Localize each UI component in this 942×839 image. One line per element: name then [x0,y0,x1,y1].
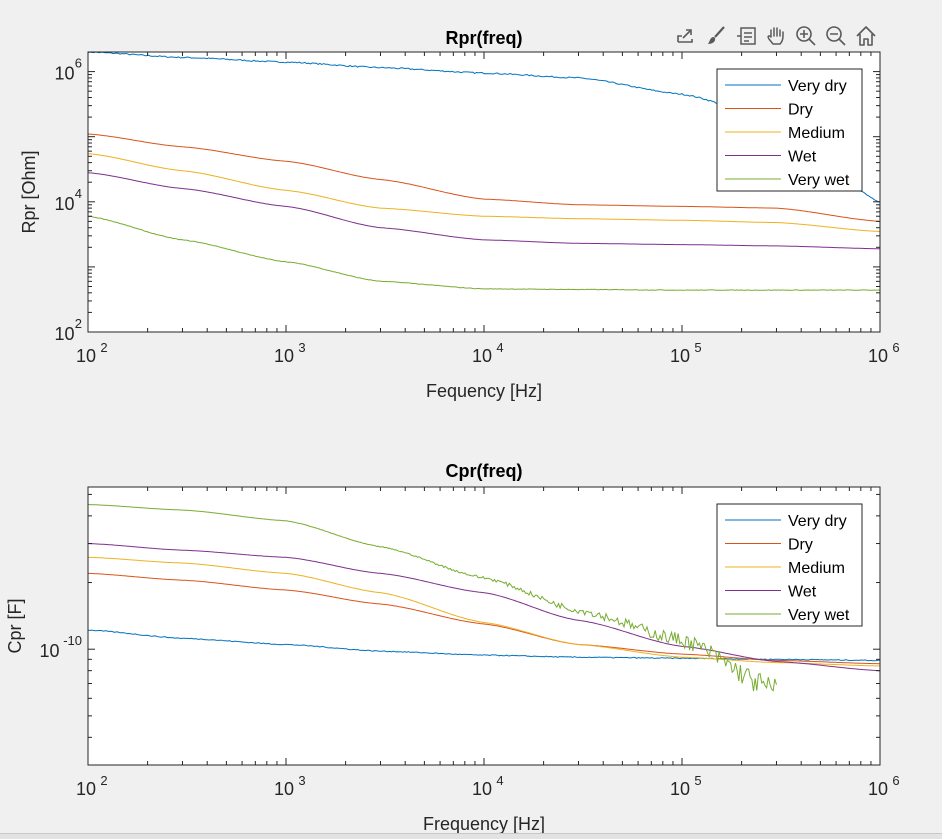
zoom-in-icon [796,26,816,46]
x-tick-label-exponent: 4 [496,773,503,788]
cpr-legend: Very dry Dry Medium Wet Very wet [716,503,863,627]
home-button[interactable] [852,22,880,50]
series-line-wet [87,543,881,672]
y-tick-label: 10 [54,324,74,344]
legend-entry: Medium [788,560,845,577]
series-line-very-wet [88,216,881,291]
x-tick-label-exponent: 6 [892,340,899,355]
x-tick-label: 10 [472,779,492,799]
rpr-ylabel: Rpr [Ohm] [19,150,39,233]
zoom-in-button[interactable] [792,22,820,50]
y-tick-label-exponent: -10 [63,633,82,648]
y-tick-label: 10 [39,641,59,661]
y-tick-label: 10 [54,64,74,84]
x-tick-label-exponent: 6 [892,773,899,788]
x-tick-label-exponent: 2 [100,773,107,788]
x-tick-label-exponent: 4 [496,340,503,355]
brush-icon [708,26,725,44]
export-button[interactable] [672,22,700,50]
legend-entry: Dry [788,537,813,554]
legend-entry: Very dry [788,78,847,95]
series-line-dry [88,572,880,665]
cpr-ylabel: Cpr [F] [5,598,25,653]
legend-entry: Very dry [788,513,847,530]
legend-entry: Very wet [788,607,850,624]
rpr-xlabel: Fequency [Hz] [426,381,542,401]
x-tick-label: 10 [76,346,96,366]
cpr-title: Cpr(freq) [446,461,523,481]
y-tick-label-exponent: 6 [75,56,82,71]
cpr-xlabel: Frequency [Hz] [423,814,545,834]
figure-bottom-edge [0,833,942,839]
x-tick-label: 10 [472,346,492,366]
legend-entry: Dry [788,102,813,119]
axes-toolbar [672,22,880,50]
x-tick-label: 10 [274,346,294,366]
legend-entry: Wet [788,149,817,166]
series-line-wet [87,172,881,250]
pan-hand-icon [767,27,784,45]
rpr-legend: Very dry Dry Medium Wet Very wet [716,68,863,192]
series-line-very-wet [87,504,777,692]
legend-entry: Very wet [788,172,850,189]
y-tick-label-exponent: 4 [75,186,82,201]
rpr-title: Rpr(freq) [446,28,523,48]
export-icon [677,29,693,43]
x-tick-label: 10 [868,779,888,799]
datatip-icon [737,27,756,45]
x-tick-label: 10 [868,346,888,366]
cpr-axes: 10 2 10 3 10 4 10 5 10 6 -10 10 Cpr(freq) Frequency… [5,461,900,834]
x-tick-label-exponent: 2 [100,340,107,355]
series-line-medium [87,153,881,232]
series-line-dry [87,133,881,222]
x-tick-label-exponent: 3 [298,773,305,788]
zoom-out-icon [826,26,846,46]
brush-button[interactable] [702,22,730,50]
y-tick-label-exponent: 2 [75,316,82,331]
x-tick-label: 10 [670,346,690,366]
x-tick-label: 10 [274,779,294,799]
zoom-out-button[interactable] [822,22,850,50]
legend-box [716,503,863,627]
home-icon [856,26,876,46]
legend-entry: Medium [788,125,845,142]
pan-button[interactable] [762,22,790,50]
x-tick-label: 10 [670,779,690,799]
legend-entry: Wet [788,584,817,601]
series-line-medium [87,556,881,667]
datatip-button[interactable] [732,22,760,50]
x-tick-label-exponent: 5 [694,773,701,788]
x-tick-label-exponent: 3 [298,340,305,355]
y-tick-label: 10 [54,194,74,214]
legend-box [716,68,863,192]
x-tick-label-exponent: 5 [694,340,701,355]
x-tick-label: 10 [76,779,96,799]
